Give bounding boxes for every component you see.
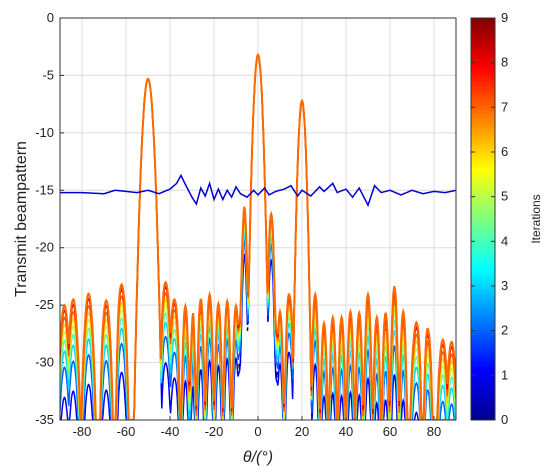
x-tick-label: -60 (117, 424, 136, 439)
y-tick-label: -35 (35, 412, 54, 427)
x-tick-label: -80 (73, 424, 92, 439)
y-tick-label: -30 (35, 355, 54, 370)
colorbar (470, 17, 496, 421)
colorbar-tick-label: 4 (501, 233, 508, 248)
x-tick-label: 20 (295, 424, 309, 439)
colorbar-tick-label: 9 (501, 10, 508, 25)
colorbar-ticks: 0 1 2 3 4 5 6 7 8 9 (471, 10, 508, 427)
plot-frame (59, 17, 457, 421)
colorbar-tick-label: 6 (501, 144, 508, 159)
series-lines (60, 53, 456, 420)
colorbar-tick-label: 5 (501, 189, 508, 204)
colorbar-tick-label: 7 (501, 99, 508, 114)
x-tick-label: 0 (254, 424, 261, 439)
colorbar-tick-label: 3 (501, 278, 508, 293)
y-tick-label: 0 (47, 10, 54, 25)
initial-iteration-line (60, 173, 456, 208)
y-axis-ticks: 0 -5 -10 -15 -20 -25 -30 -35 (35, 10, 64, 427)
x-tick-label: -20 (205, 424, 224, 439)
y-axis-label: Transmit beampattern (13, 141, 30, 297)
x-tick-label: 80 (427, 424, 441, 439)
colorbar-tick-label: 0 (501, 412, 508, 427)
colorbar-label: Iterations (529, 194, 543, 243)
y-tick-label: -5 (42, 67, 54, 82)
x-tick-label: 40 (339, 424, 353, 439)
x-tick-label: 60 (383, 424, 397, 439)
y-tick-label: -10 (35, 125, 54, 140)
colorbar-tick-label: 2 (501, 323, 508, 338)
y-tick-label: -15 (35, 182, 54, 197)
colorbar-tick-label: 1 (501, 367, 508, 382)
final-iteration-line (60, 53, 456, 420)
x-axis-label: θ/(°) (243, 449, 273, 466)
y-tick-label: -25 (35, 297, 54, 312)
y-tick-label: -20 (35, 240, 54, 255)
colorbar-tick-label: 8 (501, 55, 508, 70)
x-tick-label: -40 (161, 424, 180, 439)
